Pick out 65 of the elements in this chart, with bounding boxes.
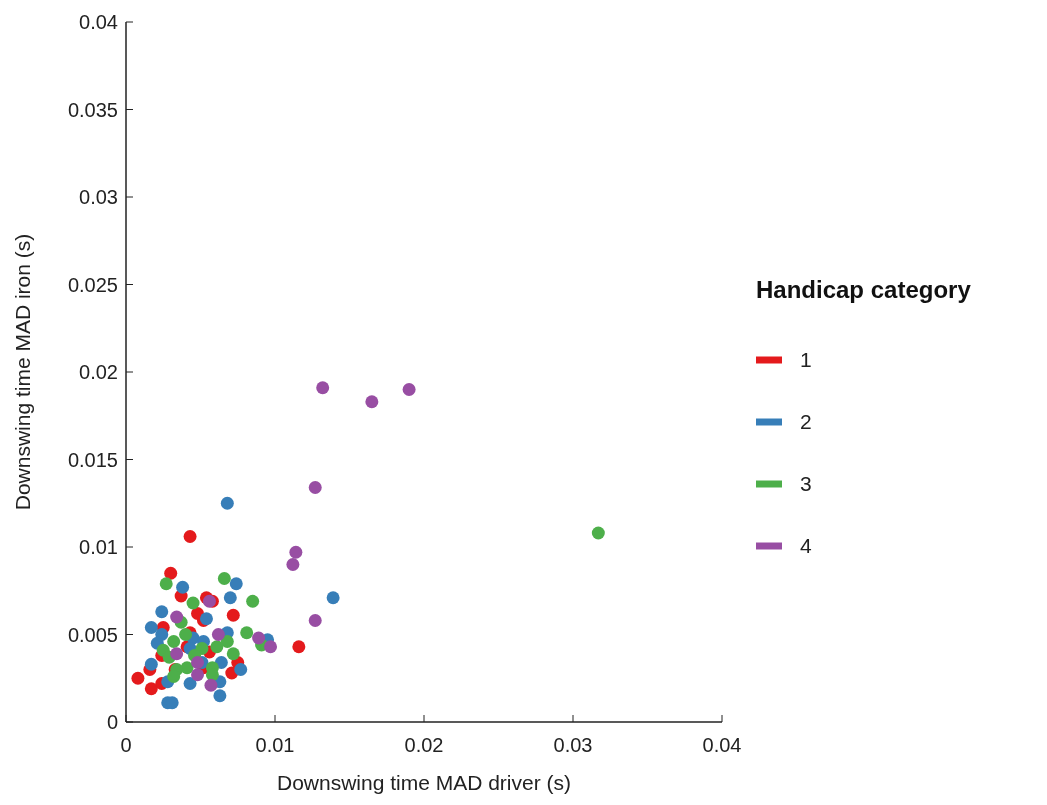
x-axis-title: Downswing time MAD driver (s)	[276, 771, 572, 794]
point	[164, 566, 178, 580]
point	[144, 621, 158, 634]
x-tick-label: 0.04	[702, 734, 742, 756]
point	[246, 594, 260, 608]
y-tick-label: 0.005	[67, 623, 118, 646]
point	[226, 647, 240, 661]
point	[326, 591, 340, 605]
point	[144, 682, 158, 696]
legend-label: 3	[800, 472, 812, 496]
y-tick-label: 0.035	[67, 98, 118, 121]
point	[183, 677, 197, 690]
x-tick-label: 0.01	[255, 734, 295, 756]
point	[204, 678, 218, 692]
point	[234, 663, 248, 676]
point	[316, 381, 330, 395]
y-tick-label: 0.03	[79, 186, 118, 208]
point	[308, 481, 322, 494]
point	[217, 572, 231, 585]
point	[167, 670, 181, 683]
point	[191, 668, 205, 682]
point	[179, 628, 193, 641]
y-tick-label: 0.015	[67, 448, 118, 471]
y-tick-label: 0.01	[79, 536, 118, 558]
y-tick-label: 0.04	[79, 11, 118, 33]
y-axis-title: Downswing time MAD iron (s)	[11, 233, 34, 511]
point	[213, 689, 227, 703]
point	[308, 614, 322, 627]
point	[226, 608, 240, 622]
point	[170, 647, 184, 661]
point	[183, 530, 197, 543]
point	[223, 591, 237, 605]
x-tick-label: 0.03	[553, 734, 593, 756]
x-tick-label: 0.02	[404, 734, 444, 756]
point	[220, 496, 234, 510]
legend-label: 4	[800, 534, 812, 558]
point	[144, 657, 158, 671]
legend-label: 2	[800, 410, 812, 434]
point	[402, 383, 416, 396]
point	[170, 610, 184, 624]
point	[186, 596, 200, 610]
point	[252, 631, 266, 645]
point	[292, 640, 306, 654]
point	[220, 635, 234, 648]
point	[365, 395, 379, 409]
y-tick-label: 0	[106, 711, 118, 733]
y-tick-label: 0.02	[79, 361, 118, 383]
point	[191, 656, 205, 669]
point	[264, 640, 278, 654]
point	[286, 558, 300, 571]
point	[591, 526, 605, 540]
point	[211, 628, 225, 641]
point	[176, 580, 190, 594]
legend-title: Handicap category	[756, 276, 972, 303]
point	[159, 577, 173, 591]
x-tick-label: 0	[120, 734, 132, 756]
point	[131, 671, 145, 685]
point	[210, 640, 224, 654]
point	[240, 626, 254, 640]
y-tick-label: 0.025	[67, 273, 118, 296]
point	[229, 577, 243, 591]
point	[289, 545, 303, 559]
legend-label: 1	[800, 348, 812, 372]
point	[167, 635, 181, 648]
point	[155, 605, 169, 619]
